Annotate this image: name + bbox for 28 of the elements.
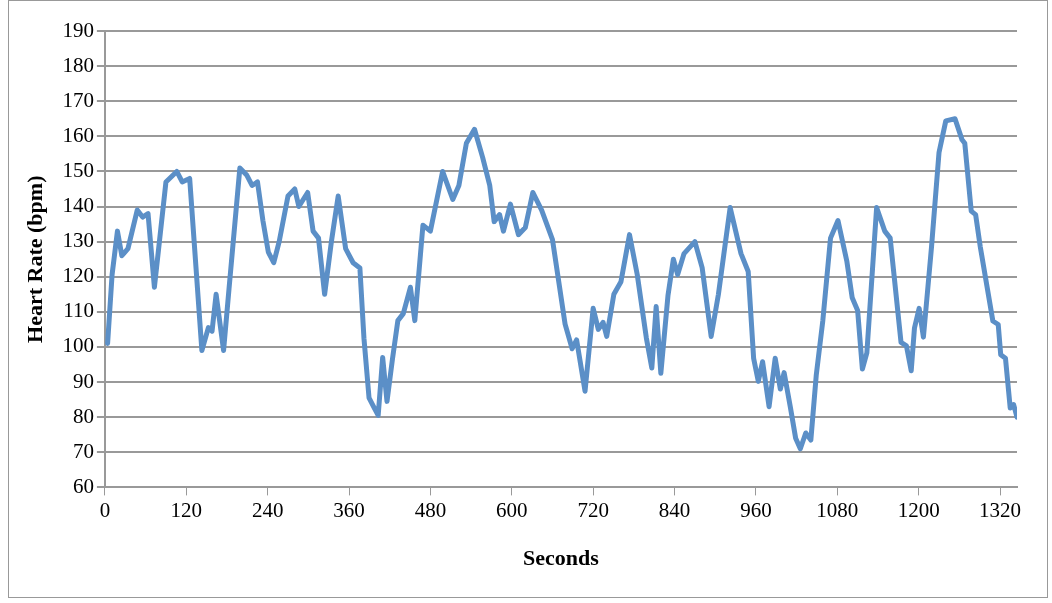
y-axis-title: Heart Rate (bpm): [21, 175, 47, 343]
y-tick-label: 100: [62, 333, 94, 358]
x-tick-label: 120: [170, 497, 203, 522]
x-tick-label: 1200: [897, 497, 940, 522]
y-tick-label: 190: [62, 17, 94, 42]
y-tick-label: 140: [62, 193, 94, 218]
x-axis-title: Seconds: [523, 545, 600, 571]
x-tick-label: 1320: [979, 497, 1022, 522]
y-tick-label: 150: [62, 157, 94, 182]
y-tick-label: 80: [72, 403, 94, 428]
x-tick-label: 960: [740, 497, 772, 522]
x-tick-label: 720: [577, 497, 609, 522]
y-tick-label: 120: [62, 263, 94, 288]
y-tick-label: 180: [62, 52, 94, 77]
y-tick-label: 90: [72, 368, 94, 393]
x-tick-label: 840: [658, 497, 691, 522]
x-tick-label: 480: [414, 497, 447, 522]
y-tick-label: 130: [62, 228, 94, 253]
y-tick-label: 60: [72, 473, 94, 498]
x-tick-label: 360: [333, 497, 365, 522]
y-tick-label: 70: [72, 438, 94, 463]
x-tick-label: 0: [99, 497, 111, 522]
y-tick-label: 110: [63, 298, 94, 323]
x-tick-label: 1080: [816, 497, 859, 522]
y-tick-label: 160: [62, 122, 94, 147]
x-tick-label: 240: [251, 497, 284, 522]
x-tick-label: 600: [496, 497, 528, 522]
y-tick-label: 170: [62, 87, 94, 112]
